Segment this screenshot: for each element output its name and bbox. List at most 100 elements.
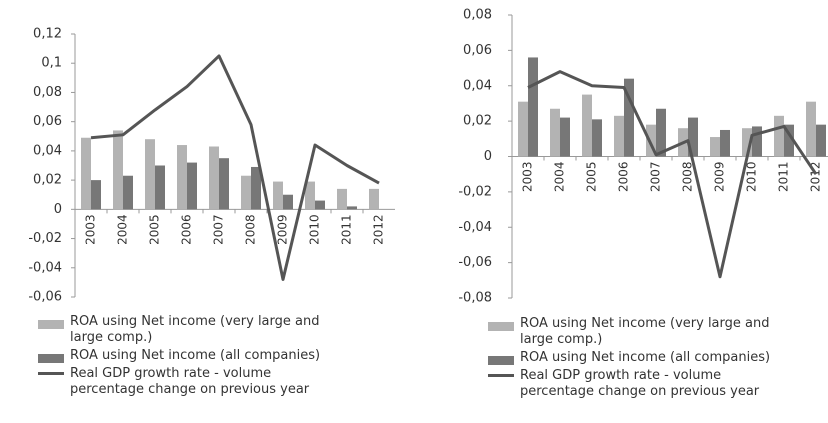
- bar: [560, 117, 570, 157]
- y-tick-label: 0,08: [33, 85, 62, 100]
- x-tick-label: 2011: [340, 214, 354, 245]
- bar: [742, 128, 752, 157]
- bar: [251, 166, 261, 210]
- bar: [518, 101, 528, 157]
- legend-swatch: [488, 322, 514, 331]
- legend-item: ROA using Net income (all companies): [488, 350, 778, 366]
- y-tick-label: 0,1: [41, 56, 62, 71]
- bar: [315, 200, 325, 210]
- y-tick-label: 0,02: [463, 114, 492, 129]
- y-tick-label: -0,08: [458, 291, 492, 306]
- bar: [145, 139, 155, 210]
- bar: [305, 181, 315, 210]
- legend-swatch: [38, 372, 64, 375]
- x-tick-label: 2007: [649, 162, 663, 193]
- legend: ROA using Net income (very large and lar…: [38, 314, 328, 400]
- x-tick-label: 2003: [84, 214, 98, 245]
- y-tick-label: -0,06: [28, 290, 62, 305]
- y-tick-label: 0,06: [33, 114, 62, 129]
- bar: [656, 108, 666, 157]
- bar: [614, 115, 624, 157]
- bar: [91, 180, 101, 210]
- bar: [209, 146, 219, 210]
- legend-label: Real GDP growth rate - volume percentage…: [520, 368, 760, 399]
- bar: [688, 117, 698, 157]
- x-tick-label: 2005: [585, 162, 599, 193]
- bar: [646, 124, 656, 157]
- bar: [187, 162, 197, 210]
- legend-label: ROA using Net income (very large and lar…: [70, 314, 320, 345]
- bar: [337, 188, 347, 210]
- x-tick-label: 2010: [308, 214, 322, 245]
- bar: [219, 158, 229, 210]
- line-series: [90, 54, 380, 281]
- bar: [155, 165, 165, 210]
- bar: [273, 181, 283, 210]
- y-tick-label: -0,04: [28, 260, 62, 275]
- y-tick-label: -0,02: [458, 184, 492, 199]
- bar: [816, 124, 826, 157]
- bar: [283, 194, 293, 210]
- x-tick-label: 2006: [617, 162, 631, 193]
- bar: [752, 126, 762, 157]
- bar: [347, 206, 357, 210]
- legend: ROA using Net income (very large and lar…: [488, 316, 778, 402]
- y-tick-label: 0: [54, 202, 62, 217]
- x-tick-label: 2009: [276, 214, 290, 245]
- y-tick-label: 0,04: [463, 78, 492, 93]
- bar: [624, 78, 634, 157]
- bar: [81, 137, 91, 210]
- legend-label: ROA using Net income (all companies): [70, 348, 321, 363]
- legend-swatch: [488, 356, 514, 365]
- legend-label: ROA using Net income (all companies): [520, 350, 771, 365]
- legend-item: Real GDP growth rate - volume percentage…: [38, 366, 328, 398]
- y-tick-label: -0,02: [28, 231, 62, 246]
- x-tick-label: 2011: [777, 162, 791, 193]
- bar: [369, 188, 379, 210]
- bar: [528, 57, 538, 157]
- y-tick-label: 0,02: [33, 173, 62, 188]
- x-tick-label: 2008: [681, 162, 695, 193]
- bar: [784, 124, 794, 157]
- x-tick-label: 2007: [212, 214, 226, 245]
- legend-swatch: [488, 374, 514, 377]
- bar: [774, 115, 784, 157]
- bar: [806, 101, 816, 157]
- y-tick-label: -0,06: [458, 255, 492, 270]
- x-tick-label: 2004: [116, 214, 130, 245]
- bar: [177, 145, 187, 210]
- bar: [113, 130, 123, 210]
- x-tick-label: 2004: [553, 162, 567, 193]
- legend-item: ROA using Net income (all companies): [38, 348, 328, 364]
- x-tick-label: 2003: [521, 162, 535, 193]
- line-series: [527, 70, 818, 279]
- x-tick-label: 2009: [713, 162, 727, 193]
- y-tick-label: 0: [484, 149, 492, 164]
- legend-swatch: [38, 354, 64, 363]
- legend-swatch: [38, 320, 64, 329]
- bar: [592, 119, 602, 157]
- bar: [582, 94, 592, 157]
- y-tick-label: 0,08: [463, 8, 492, 23]
- x-tick-label: 2010: [745, 162, 759, 193]
- legend-item: ROA using Net income (very large and lar…: [488, 316, 778, 348]
- legend-label: Real GDP growth rate - volume percentage…: [70, 366, 310, 397]
- bar: [710, 137, 720, 157]
- x-tick-label: 2012: [372, 214, 386, 245]
- y-tick-label: 0,04: [33, 143, 62, 158]
- y-tick-label: 0,12: [33, 27, 62, 42]
- y-tick-label: -0,04: [458, 220, 492, 235]
- x-tick-label: 2006: [180, 214, 194, 245]
- bar: [241, 175, 251, 210]
- bar: [123, 175, 133, 210]
- legend-item: Real GDP growth rate - volume percentage…: [488, 368, 778, 400]
- y-tick-label: 0,06: [463, 43, 492, 58]
- bar: [720, 129, 730, 157]
- x-tick-label: 2005: [148, 214, 162, 245]
- legend-item: ROA using Net income (very large and lar…: [38, 314, 328, 346]
- bar: [550, 108, 560, 157]
- x-tick-label: 2008: [244, 214, 258, 245]
- legend-label: ROA using Net income (very large and lar…: [520, 316, 770, 347]
